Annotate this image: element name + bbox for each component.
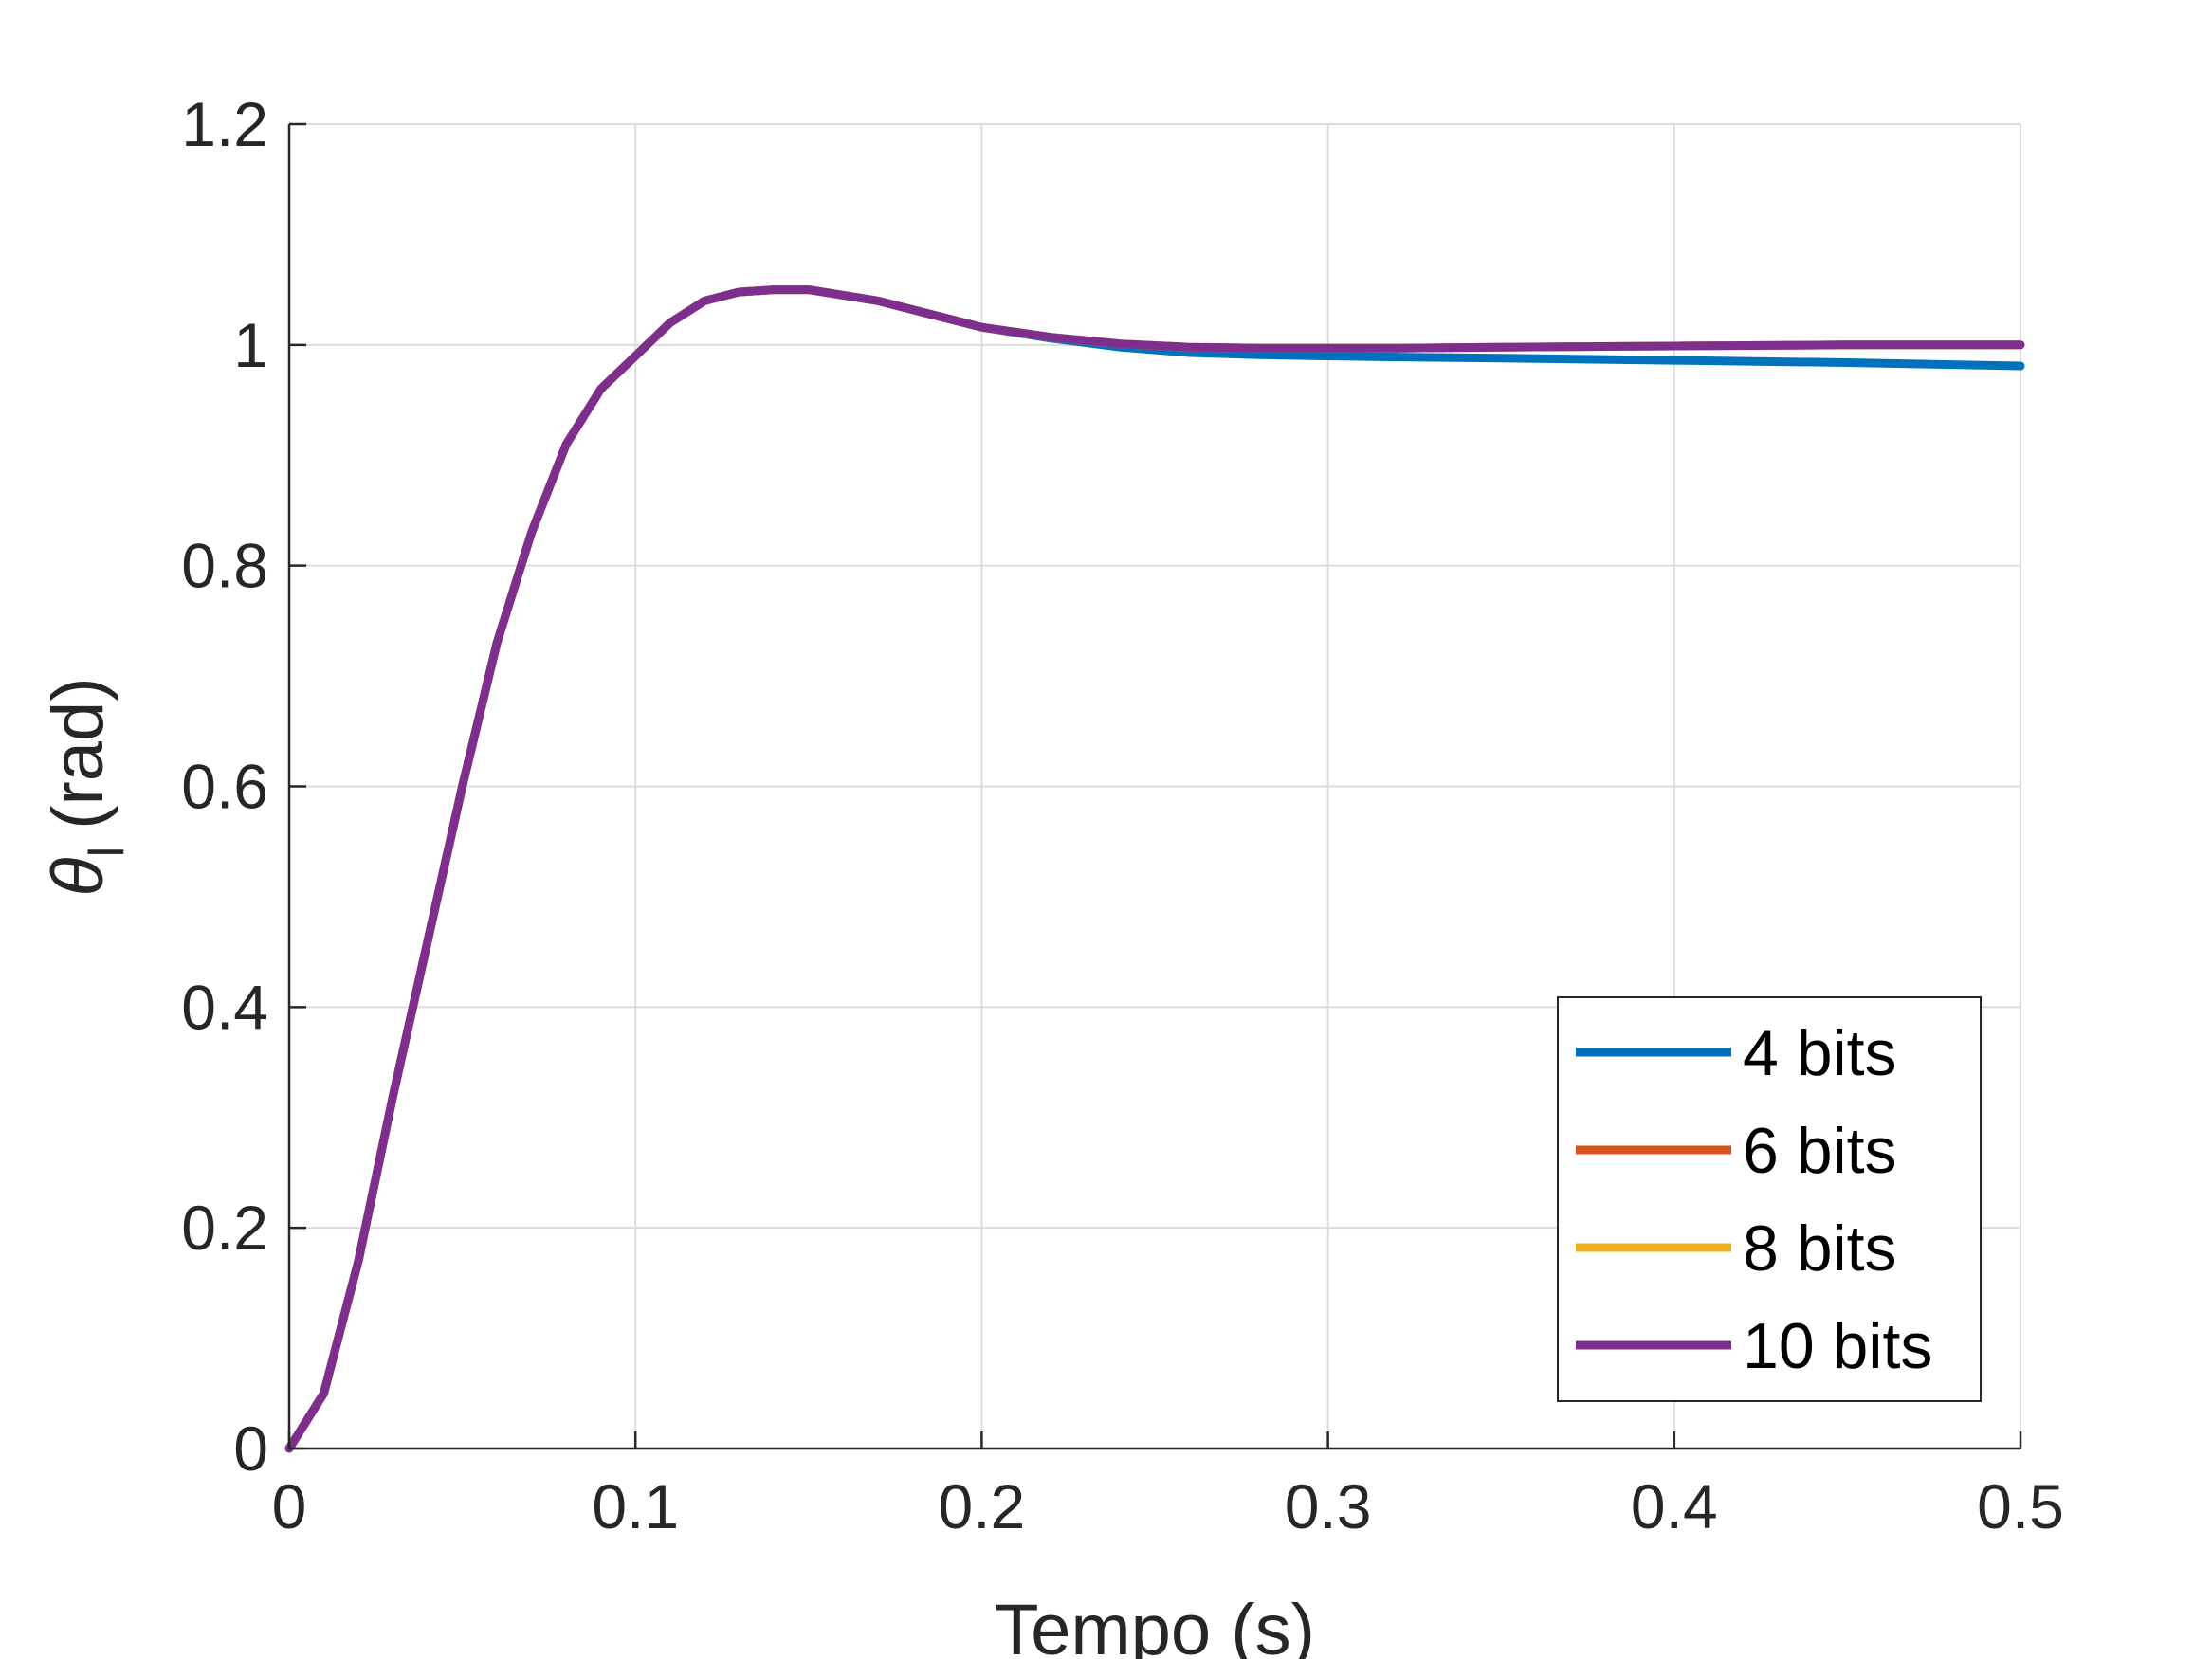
series-lines <box>284 285 2025 1453</box>
legend-box <box>1557 996 1982 1402</box>
legend-label: 6 bits <box>1743 1115 1897 1187</box>
x-tick-label: 0 <box>272 1471 307 1541</box>
legend: 4 bits 6 bits 8 bits 10 bits <box>1557 996 1982 1402</box>
x-tick-label: 0.4 <box>1631 1471 1718 1541</box>
y-axis-label-subscript: l <box>80 847 135 858</box>
y-axis-label-symbol: θ <box>38 857 119 896</box>
y-tick-label: 1 <box>233 310 268 380</box>
y-tick-label: 0.6 <box>181 752 268 822</box>
legend-label: 4 bits <box>1743 1017 1897 1089</box>
y-axis-label-unit: (rad) <box>38 677 119 829</box>
x-tick-label: 0.5 <box>1977 1471 2064 1541</box>
x-tick-label: 0.1 <box>592 1471 679 1541</box>
y-tick-label: 1.2 <box>181 89 268 159</box>
x-tick-label: 0.3 <box>1285 1471 1372 1541</box>
x-tick-label: 0.2 <box>939 1471 1026 1541</box>
y-axis-label: θl (rad) <box>38 677 135 896</box>
series-line-10-bits <box>284 285 2025 1453</box>
x-axis-label: Tempo (s) <box>995 1590 1315 1659</box>
y-tick-label: 0 <box>233 1413 268 1484</box>
y-tick-label: 0.8 <box>181 531 268 601</box>
legend-label: 10 bits <box>1743 1310 1932 1382</box>
axes <box>287 122 2022 1450</box>
legend-label: 8 bits <box>1743 1212 1897 1285</box>
tick-labels: 0 0.1 0.2 0.3 0.4 0.5 0 0.2 0.4 0.6 0.8 1 1.2 <box>181 89 2064 1541</box>
y-tick-label: 0.2 <box>181 1193 268 1263</box>
y-tick-label: 0.4 <box>181 972 268 1042</box>
